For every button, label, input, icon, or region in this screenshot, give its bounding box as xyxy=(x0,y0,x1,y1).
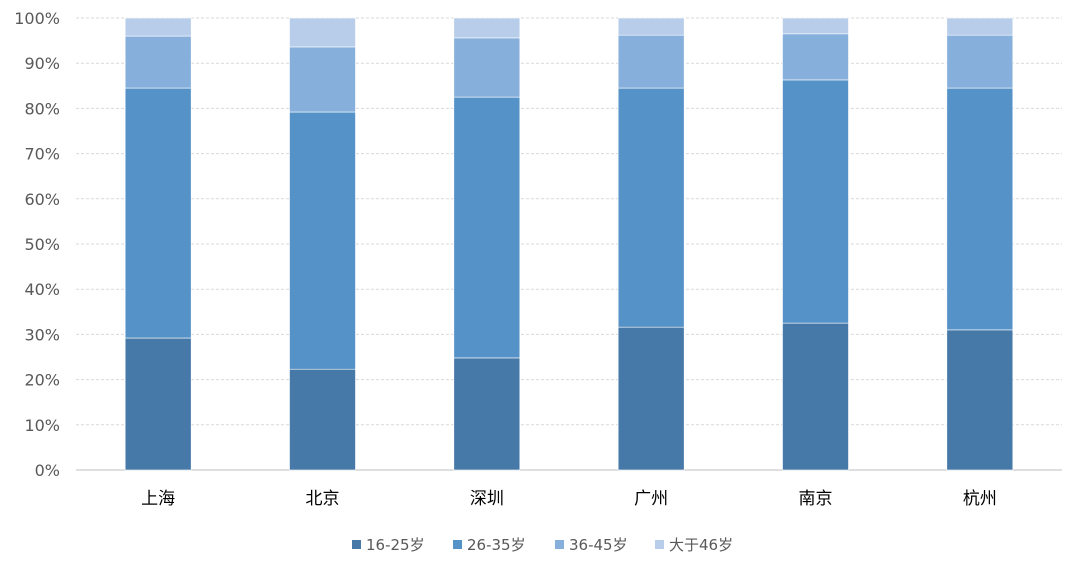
bar-segment xyxy=(782,17,849,35)
y-tick-label: 90% xyxy=(24,54,60,73)
y-tick-label: 20% xyxy=(24,371,60,390)
bar-segment xyxy=(289,111,356,370)
bar-segment xyxy=(617,17,685,36)
x-tick-label: 上海 xyxy=(141,489,175,509)
bar-segment xyxy=(946,87,1014,331)
x-tick-label: 广州 xyxy=(634,489,668,509)
bar-segment xyxy=(453,17,521,39)
bar-segment xyxy=(946,17,1014,36)
bar-segment xyxy=(946,34,1014,89)
bar-segment xyxy=(289,17,356,48)
legend-swatch xyxy=(555,540,564,549)
x-tick-label: 南京 xyxy=(799,489,833,509)
legend-swatch xyxy=(352,540,361,549)
bar-segment xyxy=(946,329,1014,471)
y-tick-label: 10% xyxy=(24,416,60,435)
bar-segment xyxy=(124,337,192,471)
bar-segment xyxy=(617,34,685,89)
x-tick-label: 深圳 xyxy=(470,489,504,509)
bar-segment xyxy=(782,33,849,81)
legend-label: 26-35岁 xyxy=(467,536,526,554)
bar-segment xyxy=(617,326,685,471)
y-tick-label: 100% xyxy=(14,9,60,28)
bar-segment xyxy=(453,357,521,471)
bar-segment xyxy=(124,17,192,37)
y-tick-label: 0% xyxy=(35,461,60,480)
y-tick-label: 60% xyxy=(24,190,60,209)
bar-segment xyxy=(453,96,521,359)
legend-label: 大于46岁 xyxy=(669,536,733,554)
y-tick-label: 40% xyxy=(24,280,60,299)
bar-segment xyxy=(782,322,849,471)
x-tick-label: 北京 xyxy=(306,489,340,509)
bar-segment xyxy=(289,368,356,471)
bar-segment xyxy=(124,35,192,89)
y-tick-label: 80% xyxy=(24,99,60,118)
bar-segment xyxy=(289,46,356,113)
x-tick-label: 杭州 xyxy=(963,489,997,509)
bar-segment xyxy=(453,37,521,98)
y-tick-label: 50% xyxy=(24,235,60,254)
legend-swatch xyxy=(453,540,462,549)
y-tick-label: 70% xyxy=(24,145,60,164)
bar-segment xyxy=(617,87,685,328)
bar-segment xyxy=(782,79,849,324)
legend-label: 36-45岁 xyxy=(569,536,628,554)
legend-label: 16-25岁 xyxy=(366,536,425,554)
bar-segment xyxy=(124,87,192,339)
y-tick-label: 30% xyxy=(24,325,60,344)
legend-swatch xyxy=(655,540,664,549)
